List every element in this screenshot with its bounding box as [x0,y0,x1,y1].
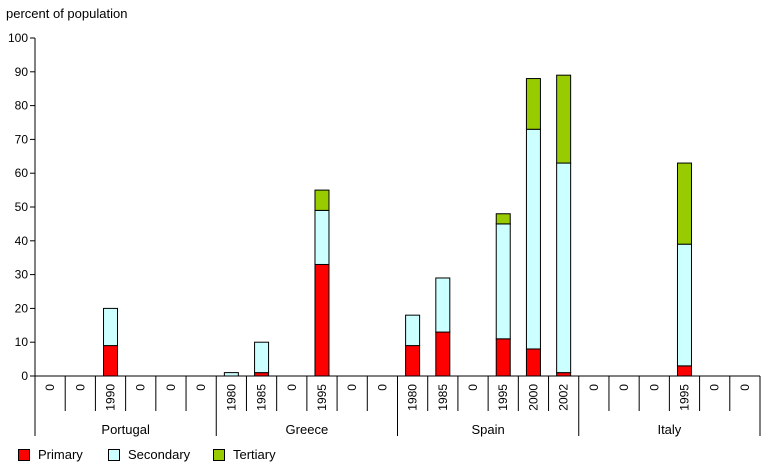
bar-tertiary-greece-4 [314,189,330,211]
x-tick-label: 1995 [315,384,329,411]
legend-swatch-secondary [108,448,120,461]
x-tick-label: 0 [73,384,87,391]
x-tick-label: 1980 [406,384,420,411]
x-tick-label: 1980 [224,384,238,411]
bar-secondary-greece-2 [254,341,270,374]
bar-primary-spain-2 [435,331,451,377]
x-tick-label: 0 [708,384,722,391]
bar-primary-greece-2 [254,372,270,377]
y-axis-title: percent of population [6,6,128,21]
legend-item-primary: Primary [18,447,83,462]
bar-secondary-spain-5 [525,128,541,350]
bar-tertiary-spain-6 [556,74,572,164]
x-tick-label: 1985 [436,384,450,411]
x-tick-label: 0 [134,384,148,391]
x-tick-label: 0 [164,384,178,391]
y-tick-label: 50 [15,200,29,214]
y-tick-label: 80 [15,99,29,113]
bar-secondary-portugal-3 [103,307,119,347]
bar-tertiary-spain-4 [495,213,511,225]
x-tick-label: 0 [345,384,359,391]
y-tick-label: 90 [15,65,29,79]
bar-primary-spain-1 [405,345,421,377]
x-tick-label: 2000 [526,384,540,411]
x-tick-label: 1995 [496,384,510,411]
bar-secondary-greece-4 [314,209,330,265]
y-tick-label: 40 [15,234,29,248]
x-tick-label: 1990 [104,384,118,411]
x-tick-label: 1985 [255,384,269,411]
bar-secondary-spain-1 [405,314,421,347]
group-label-italy: Italy [657,422,681,437]
legend-item-secondary: Secondary [108,447,190,462]
x-tick-label: 0 [194,384,208,391]
bar-tertiary-spain-5 [525,78,541,130]
x-tick-label: 2002 [557,384,571,411]
x-tick-label: 0 [647,384,661,391]
legend-item-tertiary: Tertiary [213,447,276,462]
legend-label-tertiary: Tertiary [233,447,276,462]
bar-primary-portugal-3 [103,345,119,377]
y-tick-label: 10 [15,335,29,349]
x-tick-label: 0 [738,384,752,391]
group-label-portugal: Portugal [101,422,150,437]
x-tick-label: 0 [587,384,601,391]
bar-secondary-spain-4 [495,223,511,340]
x-tick-label: 0 [375,384,389,391]
x-tick-label: 1995 [677,384,691,411]
legend-label-primary: Primary [38,447,83,462]
bar-secondary-italy-4 [676,243,692,367]
bar-secondary-spain-6 [556,162,572,374]
y-tick-label: 30 [15,268,29,282]
x-tick-label: 0 [617,384,631,391]
y-tick-label: 0 [21,369,28,383]
bar-secondary-spain-2 [435,277,451,333]
group-label-spain: Spain [472,422,505,437]
chart-plot: 0 10 20 30 40 50 60 70 80 90 100 0 0 1990 0 0 0 Portugal 1… [8,31,761,437]
bar-primary-spain-6 [556,372,572,377]
y-tick-label: 70 [15,132,29,146]
bar-tertiary-italy-4 [676,162,692,245]
bar-primary-italy-4 [676,365,692,377]
x-tick-label: 0 [285,384,299,391]
bar-secondary-greece-1 [223,372,239,377]
x-tick-label: 0 [43,384,57,391]
bar-primary-spain-5 [525,348,541,377]
y-tick-label: 100 [8,31,28,45]
group-label-greece: Greece [286,422,329,437]
legend-swatch-tertiary [213,448,225,461]
y-tick-label: 20 [15,301,29,315]
y-tick-label: 60 [15,166,29,180]
bar-primary-spain-4 [495,338,511,377]
legend-swatch-primary [18,448,30,461]
legend-label-secondary: Secondary [128,447,191,462]
x-tick-label: 0 [466,384,480,391]
bar-primary-greece-4 [314,263,330,377]
